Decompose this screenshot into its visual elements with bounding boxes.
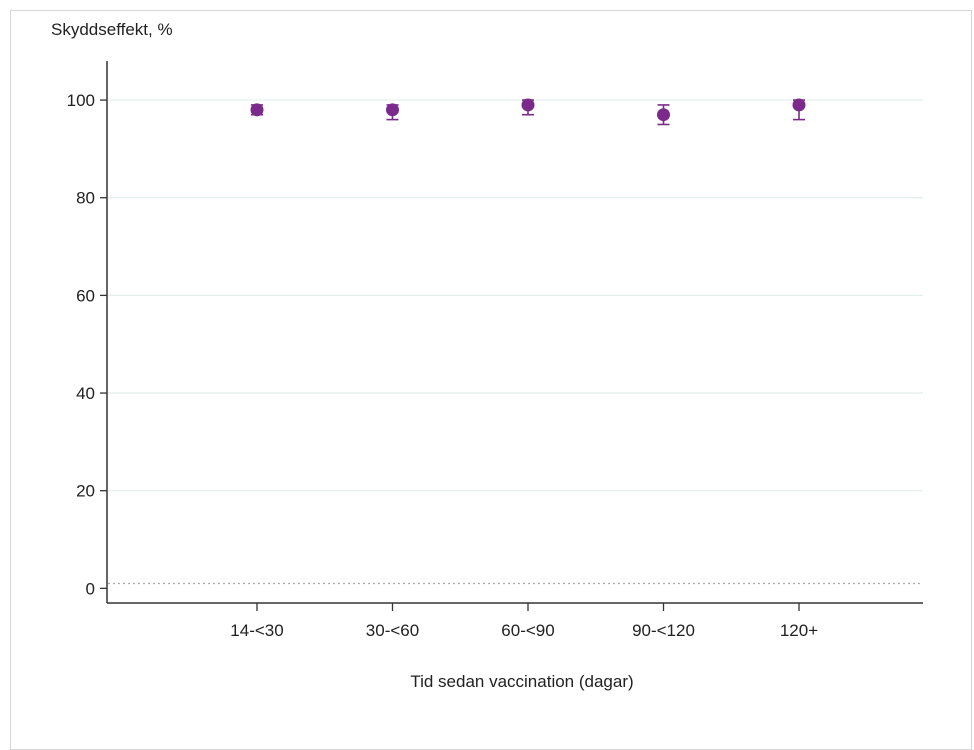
gridlines [108, 99, 923, 585]
data-points [250, 98, 806, 126]
x-tick-label: 30-<60 [366, 621, 419, 640]
x-tick-label: 60-<90 [501, 621, 554, 640]
y-tick-label: 60 [76, 286, 95, 305]
y-tick-label: 20 [76, 482, 95, 501]
y-tick-label: 80 [76, 189, 95, 208]
data-point [657, 108, 670, 122]
chart: 0 20 40 60 80 100 14-<30 30-<60 60-<90 90-<120 12… [51, 20, 923, 691]
y-ticks: 0 20 40 60 80 100 [67, 91, 107, 598]
y-tick-label: 100 [67, 91, 95, 110]
data-point [521, 98, 535, 112]
chart-frame: 0 20 40 60 80 100 14-<30 30-<60 60-<90 90-<120 12… [10, 10, 972, 750]
x-tick-label: 120+ [780, 621, 818, 640]
x-tick-label: 14-<30 [230, 621, 283, 640]
data-point [386, 103, 399, 117]
y-tick-label: 0 [86, 579, 95, 598]
x-tick-label: 90-<120 [632, 621, 695, 640]
data-point [792, 98, 806, 112]
x-axis-label: Tid sedan vaccination (dagar) [410, 672, 633, 691]
axes [106, 61, 923, 604]
x-ticks: 14-<30 30-<60 60-<90 90-<120 120+ [230, 603, 818, 640]
y-tick-label: 40 [76, 384, 95, 403]
y-axis-label: Skyddseffekt, % [51, 20, 173, 39]
data-point [250, 103, 264, 117]
